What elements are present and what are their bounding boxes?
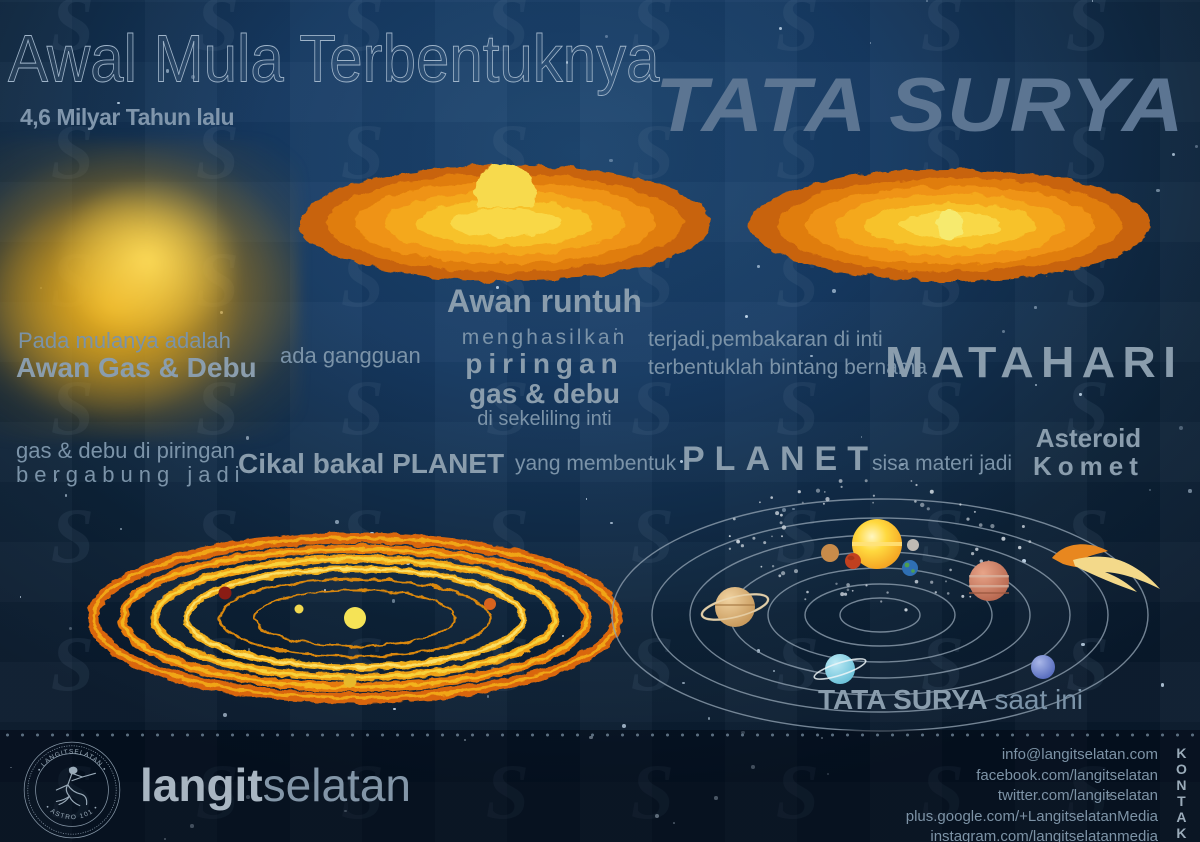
svg-text:• ASTRO 101 •: • ASTRO 101 • bbox=[44, 804, 100, 821]
